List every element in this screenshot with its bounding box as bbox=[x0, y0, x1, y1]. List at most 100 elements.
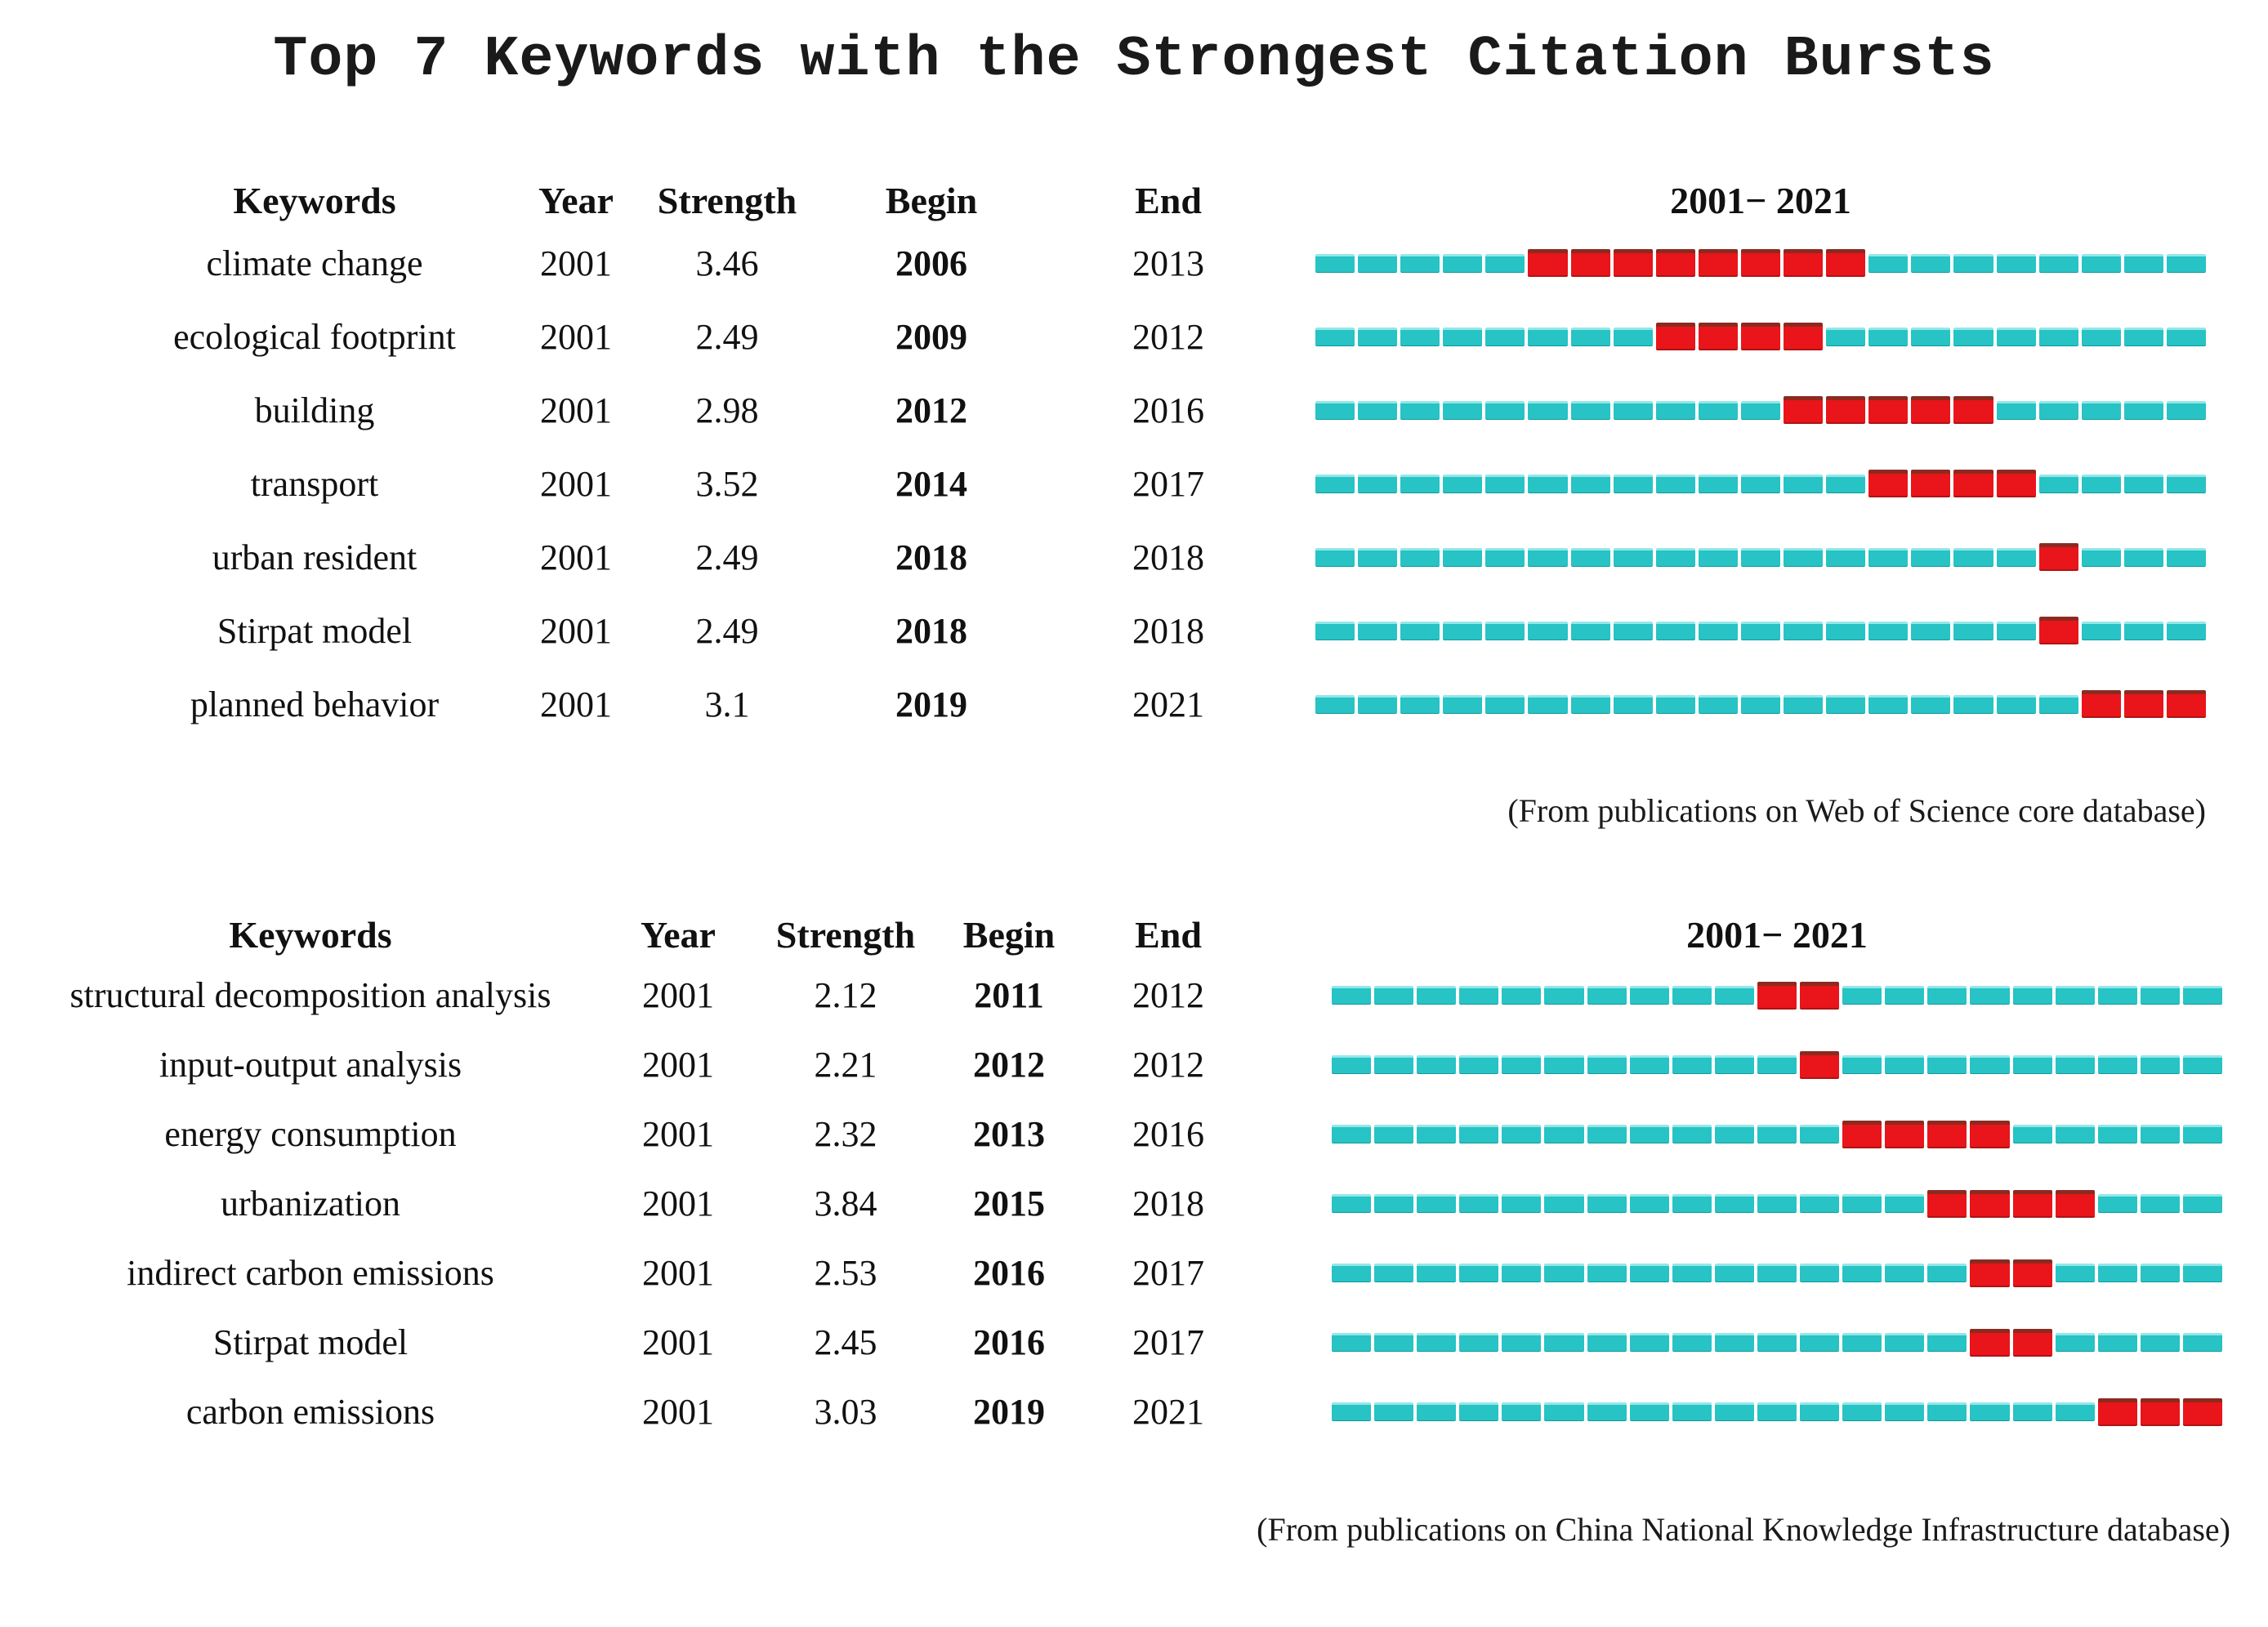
burst-row: building 2001 2.98 2012 2016 bbox=[123, 373, 2268, 447]
end-cell: 2013 bbox=[1132, 243, 1204, 283]
strength-cell: 3.52 bbox=[695, 463, 759, 504]
begin-cell: 2013 bbox=[973, 1114, 1045, 1154]
base-year-segment bbox=[2055, 986, 2095, 1005]
begin-cell: 2012 bbox=[973, 1045, 1045, 1085]
keyword-cell: energy consumption bbox=[164, 1114, 457, 1154]
end-cell: 2012 bbox=[1132, 975, 1204, 1015]
base-year-segment bbox=[1443, 474, 1483, 493]
base-year-segment bbox=[2055, 1402, 2095, 1421]
base-year-segment bbox=[1672, 1333, 1712, 1352]
base-year-segment bbox=[1826, 694, 1866, 714]
column-header-begin: Begin bbox=[962, 913, 1056, 956]
base-year-segment bbox=[1970, 1055, 2010, 1074]
base-year-segment bbox=[2182, 1194, 2222, 1213]
base-year-segment bbox=[2055, 1055, 2095, 1074]
base-year-segment bbox=[1587, 986, 1627, 1005]
year-cell: 2001 bbox=[642, 1045, 714, 1085]
base-year-segment bbox=[2123, 621, 2163, 640]
burst-year-segment bbox=[1970, 1189, 2010, 1218]
base-year-segment bbox=[2097, 1194, 2137, 1213]
burst-year-segment bbox=[2012, 1189, 2052, 1218]
burst-year-segment bbox=[1698, 323, 1738, 350]
year-cell: 2001 bbox=[540, 390, 612, 430]
year-cell: 2001 bbox=[642, 1253, 714, 1293]
base-year-segment bbox=[1528, 327, 1568, 346]
begin-cell: 2015 bbox=[973, 1183, 1045, 1224]
base-year-segment bbox=[1417, 986, 1457, 1005]
base-year-segment bbox=[1714, 1125, 1754, 1143]
base-year-segment bbox=[1374, 1264, 1414, 1282]
base-year-segment bbox=[1374, 1333, 1414, 1352]
burst-year-segment bbox=[1970, 1120, 2010, 1148]
burst-timeline-bar bbox=[1332, 1326, 2222, 1359]
burst-row: planned behavior 2001 3.1 2019 2021 bbox=[123, 667, 2268, 741]
base-year-segment bbox=[1485, 694, 1525, 714]
base-year-segment bbox=[1996, 621, 2036, 640]
base-year-segment bbox=[1587, 1264, 1627, 1282]
base-year-segment bbox=[1885, 1333, 1925, 1352]
base-year-segment bbox=[1842, 1264, 1882, 1282]
base-year-segment bbox=[1842, 986, 1882, 1005]
end-cell: 2017 bbox=[1132, 1322, 1204, 1362]
year-cell: 2001 bbox=[540, 537, 612, 577]
base-year-segment bbox=[2038, 327, 2078, 346]
column-header-strength: Strength bbox=[657, 179, 797, 221]
base-year-segment bbox=[1417, 1125, 1457, 1143]
strength-cell: 2.49 bbox=[695, 610, 759, 651]
base-year-segment bbox=[2166, 400, 2206, 420]
year-cell: 2001 bbox=[642, 975, 714, 1015]
base-year-segment bbox=[1587, 1055, 1627, 1074]
base-year-segment bbox=[2166, 547, 2206, 567]
column-header-strength: Strength bbox=[775, 913, 916, 956]
base-year-segment bbox=[1826, 327, 1866, 346]
base-year-segment bbox=[1784, 547, 1824, 567]
base-year-segment bbox=[1613, 327, 1653, 346]
base-year-segment bbox=[1655, 621, 1695, 640]
end-cell: 2017 bbox=[1132, 1253, 1204, 1293]
base-year-segment bbox=[2081, 547, 2121, 567]
base-year-segment bbox=[1911, 547, 1951, 567]
base-year-segment bbox=[1740, 694, 1781, 714]
keyword-cell: carbon emissions bbox=[185, 1392, 435, 1432]
burst-year-segment bbox=[1927, 1120, 1967, 1148]
base-year-segment bbox=[1629, 1264, 1669, 1282]
base-year-segment bbox=[2182, 1333, 2222, 1352]
column-header-year: Year bbox=[641, 913, 716, 956]
base-year-segment bbox=[1502, 1194, 1542, 1213]
column-header-timeline-range: 2001− 2021 bbox=[1670, 179, 1851, 221]
base-year-segment bbox=[2166, 327, 2206, 346]
base-year-segment bbox=[2055, 1264, 2095, 1282]
year-cell: 2001 bbox=[642, 1114, 714, 1154]
keyword-cell: Stirpat model bbox=[212, 1322, 409, 1362]
burst-year-segment bbox=[2123, 690, 2163, 718]
base-year-segment bbox=[1587, 1333, 1627, 1352]
strength-cell: 3.03 bbox=[814, 1392, 877, 1432]
base-year-segment bbox=[1417, 1264, 1457, 1282]
base-year-segment bbox=[2038, 694, 2078, 714]
wos-table-rows: climate change 2001 3.46 2006 2013 ecological… bbox=[123, 226, 2268, 741]
base-year-segment bbox=[1332, 1264, 1372, 1282]
base-year-segment bbox=[1698, 621, 1738, 640]
burst-year-segment bbox=[1784, 249, 1824, 277]
base-year-segment bbox=[1315, 474, 1355, 493]
base-year-segment bbox=[1374, 1402, 1414, 1421]
burst-row: climate change 2001 3.46 2006 2013 bbox=[123, 226, 2268, 300]
base-year-segment bbox=[1332, 1055, 1372, 1074]
strength-cell: 2.45 bbox=[814, 1322, 877, 1362]
base-year-segment bbox=[1400, 253, 1440, 273]
base-year-segment bbox=[2097, 986, 2137, 1005]
base-year-segment bbox=[1443, 547, 1483, 567]
base-year-segment bbox=[1613, 474, 1653, 493]
base-year-segment bbox=[1868, 694, 1909, 714]
base-year-segment bbox=[1714, 1055, 1754, 1074]
base-year-segment bbox=[2097, 1055, 2137, 1074]
column-header-year: Year bbox=[538, 179, 614, 221]
base-year-segment bbox=[2097, 1125, 2137, 1143]
base-year-segment bbox=[1629, 1333, 1669, 1352]
base-year-segment bbox=[1485, 400, 1525, 420]
base-year-segment bbox=[1911, 621, 1951, 640]
begin-cell: 2019 bbox=[895, 684, 967, 724]
base-year-segment bbox=[1911, 253, 1951, 273]
begin-cell: 2016 bbox=[973, 1322, 1045, 1362]
base-year-segment bbox=[1757, 1125, 1797, 1143]
